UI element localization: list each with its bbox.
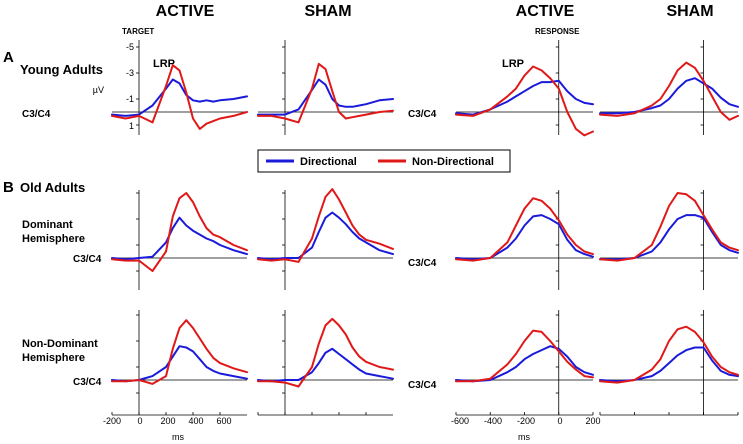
series-line-non-directional — [257, 317, 394, 388]
panel-b-title: Old Adults — [20, 180, 85, 195]
response-lock-label: RESPONSE — [535, 27, 580, 36]
x-axis-response: -600 -400 -200 0 200 ms — [451, 416, 601, 442]
electrode-label-a-response: C3/C4 — [408, 109, 437, 120]
series-line-non-directional — [455, 329, 594, 383]
row-label-nondominant-2: Hemisphere — [22, 352, 85, 364]
x-axis-label-target: ms — [172, 432, 184, 442]
x-tick-target-400: 400 — [188, 416, 203, 426]
y-axis-ticks: -5 -3 -1 1 — [126, 42, 134, 131]
row-label-dominant-1: Dominant — [22, 219, 73, 231]
series-line-non-directional — [257, 62, 394, 124]
series-line-directional — [111, 216, 248, 261]
electrode-label-a-target: C3/C4 — [22, 109, 51, 120]
x-tick-response-200: 200 — [585, 416, 600, 426]
erp-panels — [111, 40, 739, 416]
legend-label-nondirectional: Non-Directional — [412, 156, 494, 168]
panel-old-adults-dominant-hemisphere-sham-response — [599, 190, 739, 290]
series-line-directional — [455, 214, 594, 261]
legend-label-directional: Directional — [300, 156, 357, 168]
series-line-directional — [599, 346, 739, 383]
x-tick-target-0: 0 — [137, 416, 142, 426]
panel-a-title: Young Adults — [20, 62, 103, 77]
panel-young-adults-active-target — [111, 40, 248, 135]
series-line-directional — [111, 345, 248, 383]
panel-old-adults-non-dominant-hemisphere-sham-target — [257, 310, 394, 416]
series-line-non-directional — [599, 61, 739, 121]
panel-young-adults-sham-response — [599, 40, 739, 135]
series-line-non-directional — [455, 197, 594, 262]
legend: Directional Non-Directional — [257, 149, 511, 173]
x-tick-response-0: 0 — [557, 416, 562, 426]
panel-old-adults-dominant-hemisphere-sham-target — [257, 188, 394, 290]
x-axis-target: -200 0 200 400 600 ms — [103, 416, 232, 442]
col-header-sham-response: SHAM — [666, 3, 713, 20]
x-tick-target-600: 600 — [216, 416, 231, 426]
electrode-label-dom-response: C3/C4 — [408, 258, 437, 269]
x-tick-response-minus400: -400 — [484, 416, 502, 426]
x-tick-target-200: 200 — [160, 416, 175, 426]
row-label-nondominant-1: Non-Dominant — [22, 338, 98, 350]
panel-young-adults-sham-target — [257, 40, 394, 135]
panel-young-adults-active-response — [455, 40, 594, 137]
series-line-non-directional — [111, 319, 248, 385]
series-line-non-directional — [599, 325, 739, 384]
panel-old-adults-dominant-hemisphere-active-target — [111, 190, 248, 290]
col-header-sham-target: SHAM — [304, 3, 351, 20]
series-line-directional — [257, 211, 394, 261]
y-tick-minus3: -3 — [126, 68, 134, 78]
row-label-dominant-2: Hemisphere — [22, 233, 85, 245]
series-line-non-directional — [111, 64, 248, 130]
x-axis-label-response: ms — [518, 432, 530, 442]
series-line-directional — [599, 77, 739, 115]
col-header-active-target: ACTIVE — [156, 3, 215, 20]
x-tick-response-minus600: -600 — [451, 416, 469, 426]
series-line-directional — [455, 79, 594, 116]
panel-old-adults-non-dominant-hemisphere-active-target — [111, 310, 248, 416]
x-tick-target-minus200: -200 — [103, 416, 121, 426]
panel-old-adults-dominant-hemisphere-active-response — [455, 190, 594, 290]
target-lock-label: TARGET — [122, 27, 154, 36]
panel-old-adults-non-dominant-hemisphere-sham-response — [599, 310, 739, 416]
panel-b-letter: B — [3, 179, 14, 196]
electrode-label-nondom-target: C3/C4 — [73, 377, 102, 388]
series-line-directional — [455, 345, 594, 383]
panel-a-letter: A — [3, 49, 14, 66]
y-tick-1: 1 — [129, 121, 134, 131]
y-tick-minus1: -1 — [126, 94, 134, 104]
series-line-non-directional — [455, 65, 594, 137]
lrp-label-response: LRP — [502, 58, 524, 70]
series-line-directional — [257, 78, 394, 116]
col-header-active-response: ACTIVE — [516, 3, 575, 20]
electrode-label-dom-target: C3/C4 — [73, 254, 102, 265]
panel-old-adults-non-dominant-hemisphere-active-response — [455, 310, 594, 416]
lrp-label-target: LRP — [153, 58, 175, 70]
electrode-label-nondom-response: C3/C4 — [408, 380, 437, 391]
uv-unit-label: µV — [93, 85, 104, 95]
series-line-directional — [257, 347, 394, 383]
y-tick-minus5: -5 — [126, 42, 134, 52]
series-line-non-directional — [257, 188, 394, 263]
series-line-non-directional — [111, 192, 248, 272]
x-tick-response-minus200: -200 — [517, 416, 535, 426]
series-line-non-directional — [599, 192, 739, 262]
